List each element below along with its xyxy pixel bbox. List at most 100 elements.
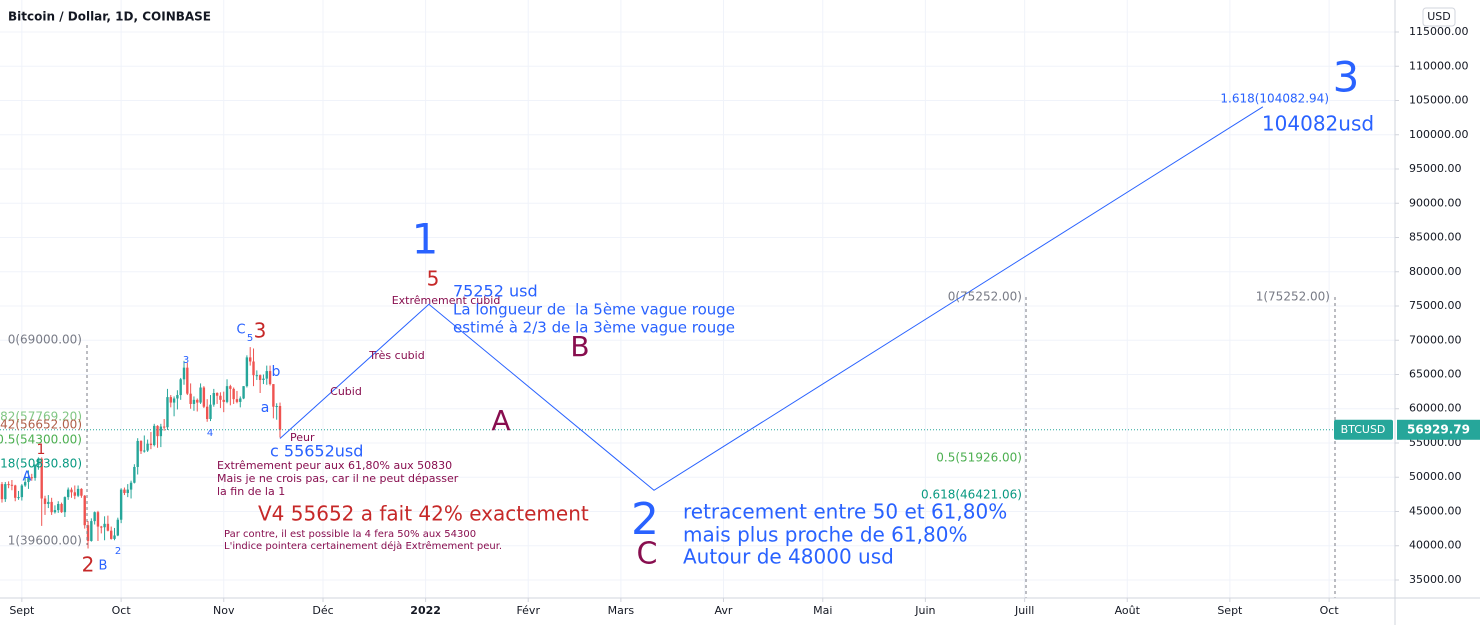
- annotation: 104082usd: [1262, 112, 1374, 136]
- price-badge: [1397, 419, 1480, 440]
- candle-body: [60, 503, 63, 513]
- candle-body: [0, 484, 4, 500]
- candle-body: [113, 535, 116, 539]
- annotation: V4 55652 a fait 42% exactement: [258, 502, 589, 526]
- x-tick-label: Oct: [112, 604, 132, 617]
- candle-body: [23, 482, 27, 486]
- y-tick-label: 95000.00: [1409, 162, 1462, 175]
- candle-body: [139, 440, 143, 452]
- y-tick-label: 75000.00: [1409, 299, 1462, 312]
- candle-body: [50, 501, 53, 513]
- candle-body: [76, 488, 80, 496]
- candle-body: [162, 426, 166, 428]
- candle-body: [110, 530, 113, 539]
- wave-line: [279, 106, 1264, 491]
- annotation: b: [272, 364, 281, 380]
- candle-body: [73, 492, 76, 496]
- candle-body: [166, 397, 169, 428]
- x-tick-label: Sept: [9, 604, 35, 617]
- y-tick-label: 90000.00: [1409, 196, 1462, 209]
- candle-body: [103, 523, 106, 528]
- candle-body: [225, 386, 229, 402]
- candle-body: [159, 426, 163, 437]
- candle-body: [192, 399, 196, 404]
- x-tick-label: Oct: [1320, 604, 1340, 617]
- candle-body: [116, 519, 120, 536]
- symbol-label: BTCUSD: [1341, 423, 1386, 436]
- candle-body: [252, 361, 255, 376]
- x-tick-label: Févr: [516, 604, 540, 617]
- price-label: 56929.79: [1407, 422, 1470, 436]
- candle-body: [209, 404, 212, 420]
- annotation: 4: [207, 428, 213, 439]
- annotation: mais plus proche de 61,80%: [683, 523, 967, 547]
- candle-body: [70, 489, 73, 493]
- annotation: c 55652usd: [270, 442, 363, 461]
- annotation: Mais je ne crois pas, car il ne peut dép…: [217, 472, 459, 485]
- candle-body: [123, 489, 126, 494]
- candle-body: [156, 425, 159, 437]
- annotation: 0.5(51926.00): [936, 451, 1022, 465]
- candle-body: [278, 406, 282, 430]
- annotation: 0.618(46421.06): [921, 488, 1022, 502]
- annotation: B: [99, 559, 108, 574]
- annotation: C: [637, 537, 658, 572]
- y-tick-label: 110000.00: [1409, 59, 1469, 72]
- annotation: 3: [1333, 53, 1360, 102]
- candle-body: [265, 371, 268, 379]
- annotation: 1.618(104082.94): [1220, 92, 1329, 106]
- candle-body: [169, 397, 172, 403]
- candle-body: [172, 398, 176, 403]
- x-tick-label: Mars: [608, 604, 635, 617]
- annotation: 1: [37, 442, 46, 458]
- candle-body: [202, 387, 206, 407]
- annotation: Très cubid: [368, 349, 424, 362]
- annotation: 382(57769.20): [0, 410, 82, 424]
- annotation: Autour de 48000 usd: [683, 545, 894, 569]
- candle-body: [205, 406, 209, 420]
- y-tick-label: 45000.00: [1409, 504, 1462, 517]
- currency-badge[interactable]: [1422, 7, 1456, 27]
- candle-body: [83, 495, 86, 526]
- annotation: Extrêmement peur aux 61,80% aux 50830: [217, 459, 452, 472]
- annotation: 618(50830.80): [0, 457, 82, 471]
- candle-body: [40, 458, 43, 499]
- candle-body: [143, 450, 146, 452]
- chart-title: Bitcoin / Dollar, 1D, COINBASE: [8, 10, 211, 24]
- candle-body: [239, 398, 242, 402]
- candle-body: [86, 525, 90, 541]
- annotation: la fin de la 1: [217, 485, 285, 498]
- y-tick-label: 50000.00: [1409, 470, 1462, 483]
- candle-body: [215, 392, 219, 396]
- currency-label[interactable]: USD: [1427, 10, 1451, 23]
- candle-body: [129, 482, 133, 490]
- annotation: 1(39600.00): [8, 534, 82, 548]
- candle-body: [119, 489, 123, 520]
- candle-body: [212, 392, 216, 405]
- y-tick-label: 105000.00: [1409, 94, 1469, 107]
- annotation: 1: [412, 215, 439, 264]
- candle-body: [179, 379, 182, 396]
- annotation: 2: [82, 553, 95, 577]
- x-tick-label: Déc: [312, 604, 333, 617]
- y-tick-label: 80000.00: [1409, 265, 1462, 278]
- annotation: 3: [183, 355, 189, 366]
- x-tick-label: Mai: [813, 604, 832, 617]
- annotation: 2: [115, 546, 121, 557]
- annotation: 0.5(54300.00): [0, 433, 82, 447]
- candle-body: [189, 393, 192, 404]
- candle-body: [63, 497, 67, 513]
- candle-body: [182, 367, 186, 380]
- candle-body: [136, 440, 139, 467]
- candle-body: [7, 484, 10, 486]
- annotation: A: [23, 470, 32, 485]
- annotation: 75252 usd: [453, 282, 538, 301]
- x-tick-label: Juill: [1014, 604, 1034, 617]
- annotation: Cubid: [330, 385, 362, 398]
- annotation: C: [236, 323, 245, 338]
- annotation: retracement entre 50 et 61,80%: [683, 500, 1007, 524]
- y-tick-label: 115000.00: [1409, 25, 1469, 38]
- y-tick-label: 35000.00: [1409, 573, 1462, 586]
